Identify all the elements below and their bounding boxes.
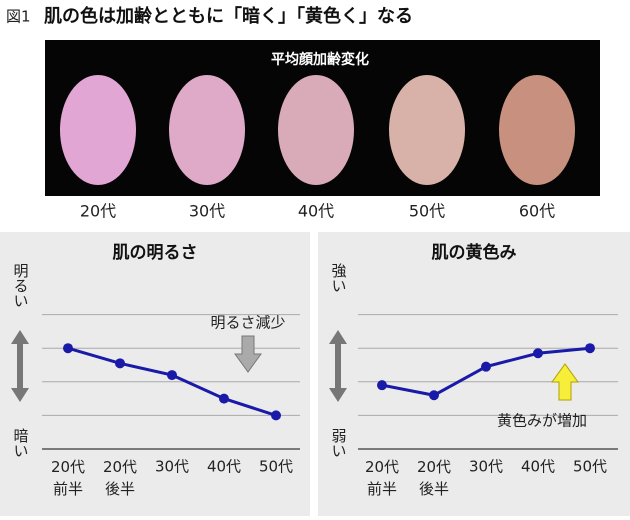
face: [60, 75, 136, 185]
y-label-bottom: 弱い: [330, 428, 348, 458]
x-tick-label: 50代: [259, 458, 293, 476]
face: [169, 75, 245, 185]
point: [63, 343, 73, 354]
point: [115, 358, 125, 369]
age-label: 20代: [80, 202, 116, 221]
double-arrow: [329, 330, 347, 402]
y-label-bottom: 暗い: [12, 428, 30, 458]
faces: [60, 75, 575, 185]
x-tick-label: 50代: [573, 458, 607, 476]
point: [167, 370, 177, 381]
x-tick-label: 30代: [469, 458, 503, 476]
annotation: 黄色みが増加: [497, 412, 587, 430]
x-tick-label: 20代前半: [51, 458, 85, 498]
x-tick-label: 20代後半: [417, 458, 451, 498]
chart-title: 肌の黄色み: [432, 242, 517, 263]
y-label-top: 明るい: [12, 263, 30, 308]
x-tick-label: 40代: [207, 458, 241, 476]
point: [481, 361, 491, 372]
annotation: 明るさ減少: [210, 314, 285, 332]
point: [533, 348, 543, 359]
age-label: 60代: [519, 202, 555, 221]
point: [585, 343, 595, 354]
x-tick-label: 20代前半: [365, 458, 399, 498]
y-label-top: 強い: [330, 263, 348, 293]
point: [219, 393, 229, 404]
figure-label: 図1: [6, 8, 31, 26]
x-tick-label: 40代: [521, 458, 555, 476]
age-label: 30代: [189, 202, 225, 221]
x-tick-label: 20代後半: [103, 458, 137, 498]
face: [389, 75, 465, 185]
heading: 肌の色は加齢とともに「暗く」「黄色く」なる: [44, 5, 413, 27]
age-label: 50代: [409, 202, 445, 221]
x-tick-label: 30代: [155, 458, 189, 476]
point: [377, 380, 387, 391]
double-arrow: [11, 330, 29, 402]
panel: [0, 232, 310, 516]
age-label: 40代: [298, 202, 334, 221]
annotation-arrow: [234, 335, 262, 373]
annotation-arrow: [551, 363, 579, 401]
point: [429, 390, 439, 401]
chart-title: 肌の明るさ: [113, 243, 198, 263]
face: [499, 75, 575, 185]
point: [271, 410, 281, 421]
face: [278, 75, 354, 185]
photo-label: 平均顔加齢変化: [271, 51, 369, 68]
